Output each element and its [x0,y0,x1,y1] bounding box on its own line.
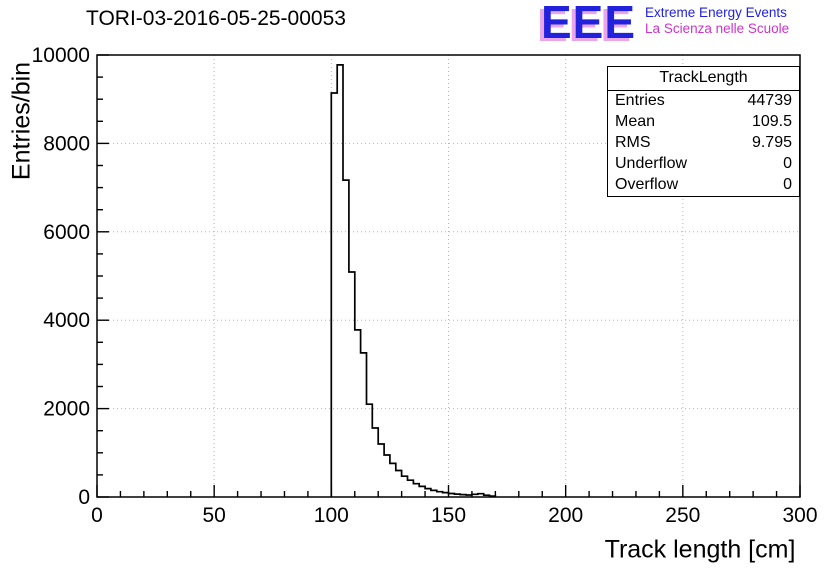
stats-row: Entries 44739 [608,91,799,112]
y-tick-label: 10000 [32,44,90,67]
stats-row-label: RMS [615,134,651,151]
plot-title: TORI-03-2016-05-25-00053 [86,7,346,30]
stats-row: RMS 9.795 [608,133,799,154]
eee-logo-line1: Extreme Energy Events [645,5,787,20]
x-tick-label: 150 [431,504,466,527]
x-tick-label: 100 [314,504,349,527]
stats-box: TrackLength Entries 44739 Mean 109.5 RMS 9.79… [607,66,800,197]
eee-logo-line2: La Scienza nelle Scuole [645,21,790,36]
eee-logo: EEE Extreme Energy Events La Scienza nel… [541,0,789,48]
stats-row: Underflow 0 [608,154,799,175]
eee-logo-text: Extreme Energy Events La Scienza nelle S… [645,0,789,37]
stats-row-value: 9.795 [751,134,792,151]
axis-ticks: 0 50 100 150 200 250 300 0 2000 4000 6000 8000 10000 [32,44,818,527]
stats-row-label: Mean [615,113,656,130]
eee-logo-acronym: EEE [541,0,637,48]
stats-row-label: Underflow [615,155,688,172]
x-tick-label: 300 [782,504,817,527]
stats-row-value: 0 [783,155,792,172]
stats-row: Overflow 0 [608,175,799,196]
histogram-line [330,64,497,497]
y-tick-label: 2000 [43,398,90,421]
stats-row-value: 44739 [747,92,793,109]
stats-row-value: 0 [783,176,792,193]
stats-row-value: 109.5 [751,113,792,130]
x-tick-label: 250 [665,504,700,527]
stats-box-rows: Entries 44739 Mean 109.5 RMS 9.795 Underflow 0 O… [608,91,799,196]
stats-row-label: Overflow [615,176,679,193]
x-tick-label: 0 [91,504,103,527]
stats-row-label: Entries [615,92,665,109]
y-tick-label: 6000 [43,221,90,244]
x-axis-label: Track length [cm] [604,535,796,564]
y-tick-label: 4000 [43,309,90,332]
y-tick-label: 0 [78,486,90,509]
stats-row: Mean 109.5 [608,112,799,133]
stats-box-title: TrackLength [608,67,799,91]
x-tick-label: 50 [202,504,225,527]
histogram-path [330,64,497,497]
x-tick-label: 200 [548,504,583,527]
y-tick-label: 8000 [43,132,90,155]
y-axis-label: Entries/bin [7,61,36,181]
